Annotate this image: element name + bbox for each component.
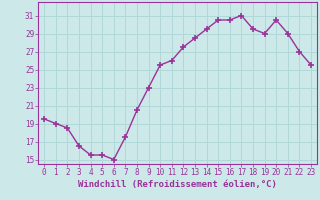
X-axis label: Windchill (Refroidissement éolien,°C): Windchill (Refroidissement éolien,°C)	[78, 180, 277, 189]
